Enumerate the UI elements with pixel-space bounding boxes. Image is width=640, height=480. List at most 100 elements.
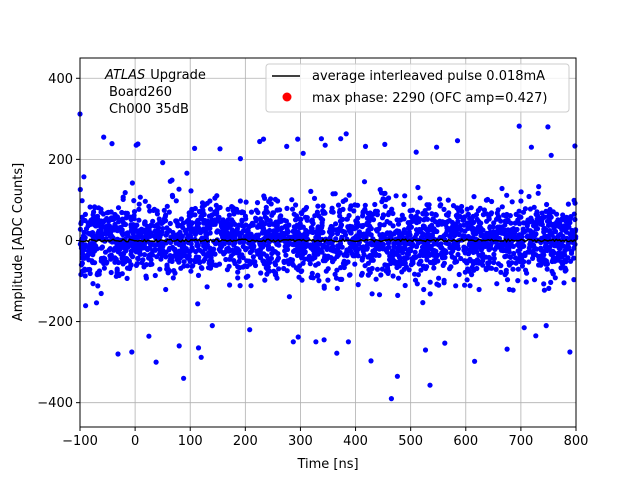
- data-point: [510, 266, 516, 272]
- data-point: [495, 207, 501, 213]
- data-point: [140, 257, 146, 263]
- data-point: [462, 269, 468, 275]
- data-point: [199, 204, 205, 210]
- data-point: [448, 250, 454, 256]
- data-point: [87, 204, 93, 210]
- data-point: [216, 261, 223, 267]
- data-point: [434, 228, 440, 235]
- data-point: [154, 211, 160, 217]
- data-point: [176, 242, 182, 248]
- data-point: [536, 184, 542, 190]
- data-point: [274, 241, 280, 247]
- data-point: [143, 273, 149, 279]
- data-point: [227, 234, 233, 240]
- data-point: [562, 268, 568, 274]
- data-point: [534, 246, 540, 252]
- data-point: [260, 258, 266, 264]
- data-point: [267, 218, 273, 224]
- data-point: [318, 215, 324, 221]
- data-point: [345, 259, 351, 265]
- data-point: [506, 286, 512, 293]
- data-point: [528, 215, 534, 221]
- data-point: [468, 219, 474, 225]
- data-point: [330, 259, 336, 265]
- data-point: [79, 198, 85, 204]
- outlier-point: [394, 373, 400, 379]
- data-point: [304, 217, 310, 223]
- data-point: [116, 226, 122, 232]
- data-point: [392, 244, 398, 250]
- data-point: [152, 246, 158, 252]
- data-point: [412, 271, 418, 277]
- data-point: [480, 262, 486, 268]
- y-tick-label: 0: [65, 234, 73, 249]
- data-point: [533, 252, 539, 258]
- data-point: [417, 195, 423, 201]
- data-point: [128, 222, 134, 228]
- data-point: [385, 265, 391, 272]
- data-point: [207, 230, 213, 236]
- data-point: [518, 198, 524, 204]
- data-point: [172, 270, 178, 276]
- data-point: [539, 257, 546, 263]
- data-point: [377, 187, 383, 193]
- data-point: [193, 219, 199, 226]
- data-point: [150, 218, 156, 224]
- data-point: [144, 234, 150, 240]
- data-point: [365, 272, 371, 278]
- data-point: [538, 247, 544, 253]
- data-point: [176, 259, 182, 265]
- data-point: [380, 212, 386, 218]
- annotation-upgrade: Upgrade: [150, 68, 206, 83]
- data-point: [465, 212, 471, 218]
- data-point: [413, 227, 420, 233]
- scatter-series: [77, 111, 579, 402]
- data-point: [335, 202, 342, 208]
- data-point: [414, 281, 420, 287]
- data-point: [526, 193, 532, 200]
- data-point: [402, 193, 408, 199]
- outlier-point: [257, 138, 263, 145]
- data-point: [304, 232, 310, 238]
- data-point: [200, 209, 206, 215]
- outlier-point: [504, 346, 510, 352]
- data-point: [120, 219, 126, 225]
- y-tick-label: 400: [48, 72, 73, 87]
- outlier-point: [422, 347, 429, 353]
- data-point: [99, 235, 105, 242]
- data-point: [554, 219, 560, 225]
- data-point: [369, 291, 375, 297]
- data-point: [330, 209, 336, 215]
- data-point: [481, 207, 487, 213]
- data-point: [178, 234, 185, 240]
- data-point: [454, 259, 460, 265]
- data-point: [286, 261, 292, 267]
- data-point: [479, 254, 485, 260]
- data-point: [268, 196, 274, 202]
- data-point: [396, 231, 402, 237]
- data-point: [200, 226, 206, 232]
- data-point: [466, 247, 472, 253]
- outlier-point: [528, 144, 535, 150]
- data-point: [237, 283, 243, 289]
- data-point: [382, 262, 388, 268]
- data-point: [234, 248, 240, 254]
- data-point: [411, 218, 417, 224]
- data-point: [308, 243, 314, 249]
- data-point: [510, 243, 516, 249]
- data-point: [359, 224, 365, 230]
- y-axis-label: Amplitude [ADC Counts]: [11, 163, 26, 321]
- data-point: [108, 209, 114, 215]
- data-point: [416, 261, 422, 267]
- data-point: [84, 253, 91, 259]
- data-point: [563, 259, 569, 265]
- data-point: [502, 272, 508, 278]
- data-point: [319, 249, 325, 255]
- data-point: [474, 260, 480, 266]
- data-point: [376, 226, 382, 232]
- data-point: [462, 233, 468, 240]
- data-point: [390, 273, 396, 279]
- data-point: [316, 278, 322, 284]
- data-point: [226, 212, 232, 218]
- data-point: [287, 234, 293, 241]
